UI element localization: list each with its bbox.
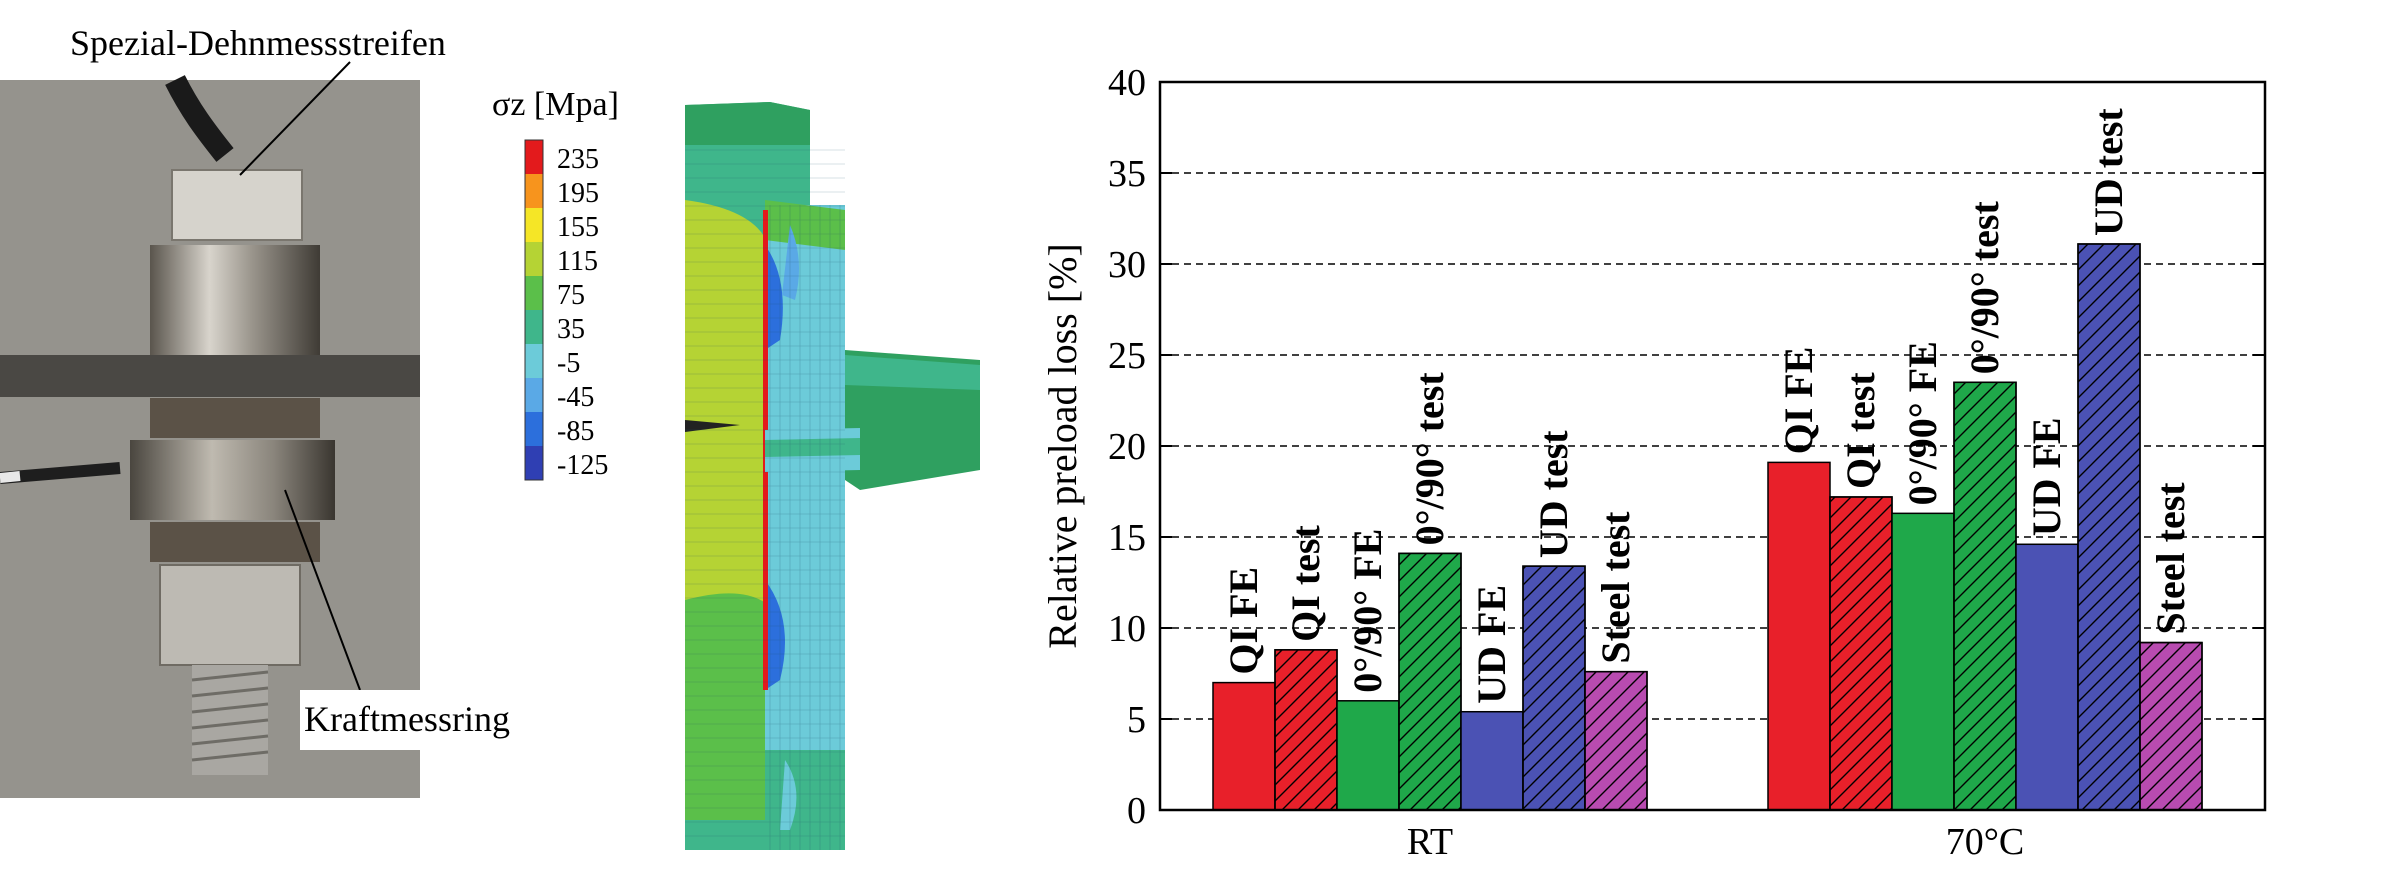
bar-label: UD FE <box>2024 417 2069 536</box>
legend-swatch <box>525 310 543 344</box>
x-category-label: RT <box>1407 821 1453 863</box>
legend-value: -5 <box>557 348 580 379</box>
load-ring-label: Kraftmessring <box>300 698 514 740</box>
y-tick-label: 10 <box>1108 608 1146 650</box>
strain-gauge-label: Spezial-Dehnmessstreifen <box>70 23 446 63</box>
load-ring-leader-line <box>284 489 361 691</box>
y-tick-label: 35 <box>1108 153 1146 195</box>
y-axis-ticks: 0 5 10 15 20 25 30 35 40 <box>1108 62 2265 832</box>
fe-model-panel: σz [Mpa] 235 195 155 115 75 35 -5 -45 -85 -125 <box>460 60 1020 860</box>
chart-bars <box>1212 243 2203 811</box>
preload-loss-chart: 0 5 10 15 20 25 30 35 40 QI FE QI test 0°/90° FE 0°… <box>1020 0 2388 868</box>
bar-label: UD test <box>2086 108 2131 236</box>
chart-bar-labels: QI FE QI test 0°/90° FE 0°/90° test UD FE UD … <box>1221 108 2193 704</box>
bar-hatch <box>2139 641 2203 811</box>
bar-label: QI FE <box>1221 567 1266 675</box>
legend-swatch <box>525 140 543 174</box>
y-tick-label: 5 <box>1127 699 1146 741</box>
bar <box>1460 710 1524 811</box>
legend-value: 115 <box>557 246 598 277</box>
bar <box>1891 512 1955 811</box>
x-axis-category-labels: RT 70°C <box>1407 821 2024 863</box>
legend-swatch <box>525 412 543 446</box>
legend-value: 75 <box>557 280 585 311</box>
bar-label: Steel test <box>1593 511 1638 664</box>
stress-legend-colorbar <box>524 139 544 481</box>
bar-label: UD test <box>1531 430 1576 558</box>
legend-swatch <box>525 276 543 310</box>
bar-label: 0°/90° test <box>1407 372 1452 546</box>
bar-label: UD FE <box>1469 585 1514 704</box>
legend-value: -85 <box>557 416 594 447</box>
fe-contour-model <box>685 102 980 850</box>
bar-label: QI test <box>1838 372 1883 489</box>
bar-hatch <box>1522 565 1586 811</box>
bar-label: QI test <box>1283 525 1328 642</box>
bar-hatch <box>1274 649 1338 811</box>
bar-label: Steel test <box>2148 482 2193 635</box>
y-tick-label: 20 <box>1108 426 1146 468</box>
legend-swatch <box>525 378 543 412</box>
bar-label: 0°/90° test <box>1962 201 2007 375</box>
sensor-photo-panel <box>0 0 552 868</box>
y-tick-label: 40 <box>1108 62 1146 104</box>
legend-swatch <box>525 446 543 480</box>
bar-label: 0°/90° FE <box>1345 529 1390 693</box>
legend-value: 155 <box>557 212 599 243</box>
legend-swatch <box>525 242 543 276</box>
legend-value: 35 <box>557 314 585 345</box>
legend-value: -45 <box>557 382 594 413</box>
bar-hatch <box>1398 552 1462 811</box>
bar-hatch <box>1584 670 1648 811</box>
legend-value: 195 <box>557 178 599 209</box>
stress-legend-title: σz [Mpa] <box>492 86 619 123</box>
legend-swatch <box>525 344 543 378</box>
bar-label: 0°/90° FE <box>1900 341 1945 505</box>
x-category-label: 70°C <box>1946 821 2025 863</box>
plot-frame <box>1158 80 2267 812</box>
legend-swatch <box>525 174 543 208</box>
y-tick-label: 30 <box>1108 244 1146 286</box>
y-tick-label: 0 <box>1127 790 1146 832</box>
bar-hatch <box>1953 381 2017 811</box>
legend-swatch <box>525 208 543 242</box>
bar <box>1212 681 1276 811</box>
y-tick-label: 25 <box>1108 335 1146 377</box>
y-tick-label: 15 <box>1108 517 1146 559</box>
bar <box>1767 461 1831 811</box>
bar-hatch <box>2077 243 2141 811</box>
bar-hatch <box>1829 496 1893 811</box>
legend-value: -125 <box>557 450 608 481</box>
bar <box>2015 543 2079 811</box>
strain-gauge-leader-line <box>239 61 351 176</box>
y-axis-title: Relative preload loss [%] <box>1040 243 1085 648</box>
bar-label: QI FE <box>1776 347 1821 455</box>
legend-value: 235 <box>557 144 599 175</box>
bar <box>1336 700 1400 811</box>
